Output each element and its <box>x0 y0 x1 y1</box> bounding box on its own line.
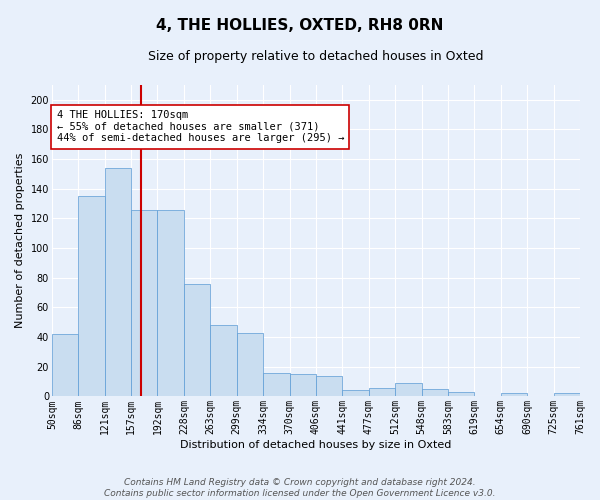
Bar <box>422 389 448 396</box>
Bar <box>184 284 210 397</box>
Bar <box>210 325 236 396</box>
Title: Size of property relative to detached houses in Oxted: Size of property relative to detached ho… <box>148 50 484 63</box>
Text: 4 THE HOLLIES: 170sqm
← 55% of detached houses are smaller (371)
44% of semi-det: 4 THE HOLLIES: 170sqm ← 55% of detached … <box>56 110 344 144</box>
Bar <box>131 210 157 396</box>
Bar <box>104 168 131 396</box>
Bar <box>52 334 78 396</box>
Text: 4, THE HOLLIES, OXTED, RH8 0RN: 4, THE HOLLIES, OXTED, RH8 0RN <box>157 18 443 32</box>
Y-axis label: Number of detached properties: Number of detached properties <box>15 153 25 328</box>
Text: Contains HM Land Registry data © Crown copyright and database right 2024.
Contai: Contains HM Land Registry data © Crown c… <box>104 478 496 498</box>
Bar <box>236 332 263 396</box>
Bar <box>290 374 316 396</box>
Bar <box>316 376 343 396</box>
Bar <box>501 394 527 396</box>
X-axis label: Distribution of detached houses by size in Oxted: Distribution of detached houses by size … <box>180 440 452 450</box>
Bar <box>448 392 475 396</box>
Bar <box>395 383 422 396</box>
Bar <box>78 196 104 396</box>
Bar <box>343 390 369 396</box>
Bar <box>157 210 184 396</box>
Bar <box>554 394 580 396</box>
Bar <box>263 372 290 396</box>
Bar <box>369 388 395 396</box>
